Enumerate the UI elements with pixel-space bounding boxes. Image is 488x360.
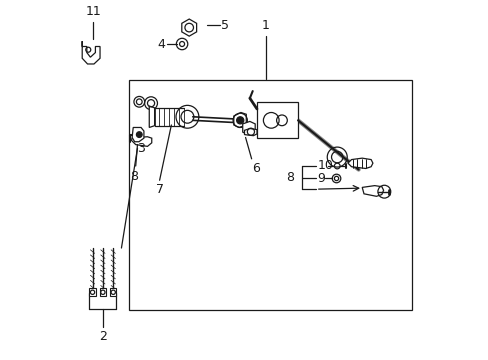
Polygon shape [182,19,196,36]
Text: 5: 5 [221,19,229,32]
Text: 6: 6 [251,162,259,175]
Text: 7: 7 [155,183,163,196]
Text: 8: 8 [130,170,138,183]
Polygon shape [257,102,297,138]
Text: 3: 3 [137,142,145,155]
Text: 4: 4 [157,37,165,50]
Polygon shape [233,112,246,127]
Bar [128,80,411,310]
Polygon shape [82,41,100,64]
Text: 2: 2 [99,330,106,343]
Text: 8: 8 [285,171,293,184]
Text: 1: 1 [262,19,269,32]
Text: 9: 9 [317,172,325,185]
Bar [100,288,106,296]
Polygon shape [130,137,151,147]
Polygon shape [347,158,372,168]
Polygon shape [242,121,255,135]
Polygon shape [244,129,257,136]
Circle shape [136,132,142,138]
Bar [89,288,96,296]
Text: 11: 11 [85,5,101,18]
Polygon shape [362,186,383,196]
Circle shape [236,117,244,124]
Polygon shape [132,127,143,142]
Polygon shape [149,106,154,127]
Bar [110,288,116,296]
Text: 10: 10 [317,159,332,172]
